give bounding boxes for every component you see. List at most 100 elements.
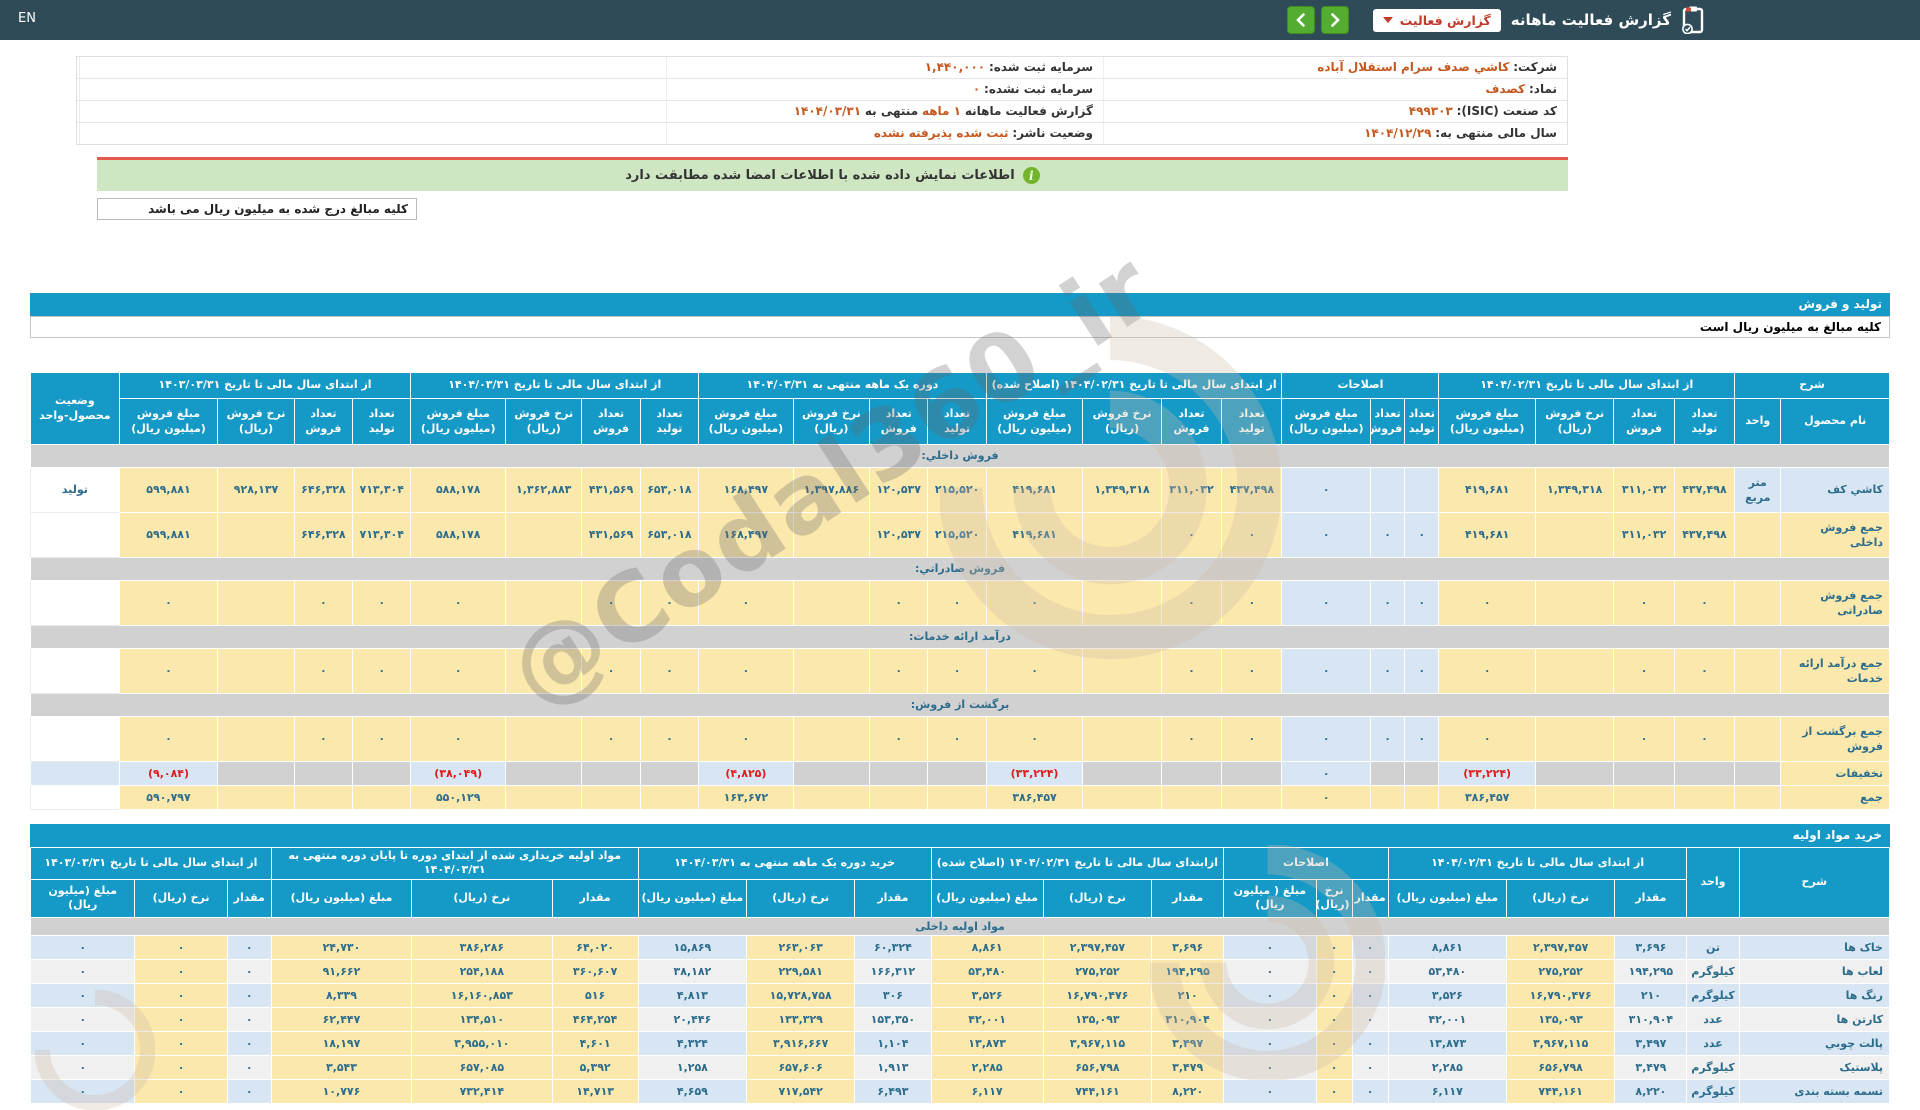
period-group-header: از ابتدای سال مالی تا تاریخ ۱۴۰۴/۰۲/۳۱ (… (985, 372, 1283, 399)
sub-column-header: مبلغ فروش (میلیون ریال) (118, 398, 219, 445)
value-cell: ۰ (226, 982, 272, 1008)
value-cell: ۷۱۳,۳۰۴ (352, 467, 412, 513)
value-cell: ۰ (1281, 512, 1371, 558)
value-cell: ۰ (639, 580, 700, 626)
value-cell (293, 785, 354, 810)
value-cell: ۰ (29, 982, 136, 1008)
value-cell: ۰ (29, 1030, 136, 1056)
value-cell: ۲,۳۹۷,۴۵۷ (1042, 934, 1153, 960)
value-cell: ۳۱۰,۹۰۴ (1614, 1006, 1688, 1032)
value-cell: ۰ (1221, 580, 1283, 626)
value-cell (1082, 716, 1162, 762)
value-cell: ۰ (1351, 1006, 1389, 1032)
unit-cell (1734, 761, 1782, 786)
value-cell: ۳۸۶,۴۵۷ (985, 785, 1084, 810)
row-label: کارتن ها (1738, 1006, 1891, 1032)
value-cell: ۳,۴۷۹ (1614, 1054, 1688, 1080)
value-cell: ۲۷۵,۲۵۲ (1042, 958, 1153, 984)
value-cell: ۰ (1281, 785, 1371, 810)
value-cell: ۱۴,۷۱۳ (551, 1078, 639, 1104)
row-label: خاک ها (1738, 934, 1891, 960)
unit-cell: کیلوگرم (1686, 1078, 1740, 1104)
value-cell: ۰ (1223, 1030, 1317, 1056)
value-cell: ۰ (1281, 467, 1371, 513)
value-cell: ۰ (1223, 934, 1317, 960)
value-cell: ۰ (226, 1054, 272, 1080)
value-cell: ۱۳۴,۵۱۰ (411, 1006, 553, 1032)
period-group-header: مواد اولیه خریداری شده از ابتدای دوره تا… (270, 847, 639, 880)
value-cell: ۰ (134, 1006, 228, 1032)
status-cell (30, 580, 120, 626)
sub-column-header: تعداد فروش (1613, 398, 1675, 445)
value-cell: ۱۶۸,۴۹۷ (698, 512, 794, 558)
value-cell: ۱۳۵,۰۹۳ (1042, 1006, 1153, 1032)
value-cell: ۰ (1315, 1054, 1353, 1080)
previous-report-button[interactable] (1286, 6, 1315, 34)
value-cell (1369, 761, 1406, 786)
value-cell (1534, 761, 1615, 786)
value-cell: ۰ (1613, 648, 1675, 694)
materials-section: خرید مواد اولیه شرح واحد از ابتدای سال مال… (29, 824, 1891, 1104)
value-cell: ۰ (1404, 580, 1440, 626)
value-cell: ۴۱۹,۶۸۱ (1438, 512, 1536, 558)
info-cell: وضعیت ناشر: ثبت شده پذیرفته نشده (666, 123, 1103, 144)
table-row: درآمد ارائه خدمات: (30, 625, 1890, 649)
value-cell: ۰ (869, 580, 929, 626)
next-report-button[interactable] (1320, 6, 1349, 34)
value-cell: ۰ (1281, 580, 1371, 626)
value-cell (1534, 580, 1615, 626)
unit-cell: متر مربع (1734, 467, 1782, 513)
sub-column-header: مبلغ فروش (میلیون ریال) (410, 398, 506, 445)
value-cell: ۴,۸۱۳ (637, 982, 748, 1008)
value-cell: ۶۵۳,۰۱۸ (639, 512, 700, 558)
value-cell: ۰ (985, 648, 1084, 694)
value-cell: ۴۱۹,۶۸۱ (1438, 467, 1536, 513)
period-group-header: از ابتدای سال مالی تا تاریخ ۱۴۰۴/۰۲/۳۱ (1438, 372, 1736, 399)
language-toggle[interactable]: EN (18, 11, 36, 26)
sub-column-header: مبلغ فروش (میلیون ریال) (1281, 398, 1371, 445)
value-cell (1673, 761, 1736, 786)
value-cell (1404, 761, 1440, 786)
value-cell (1369, 467, 1406, 513)
info-cell (79, 123, 666, 144)
value-cell: ۰ (1369, 580, 1406, 626)
period-group-header: ازابتدای سال مالی تا تاریخ ۱۴۰۴/۰۲/۳۱ (ا… (930, 847, 1225, 880)
value-cell: ۰ (1315, 934, 1353, 960)
section-label: فروش صادراتي: (30, 557, 1890, 581)
value-cell: ۱,۳۴۹,۳۱۸ (1534, 467, 1615, 513)
value-cell: ۵۹۰,۷۹۷ (118, 785, 219, 810)
value-cell: ۳۶۰,۶۰۷ (551, 958, 639, 984)
top-bar: گزارش فعالیت ماهانه گزارش فعالیت EN (0, 0, 1920, 40)
info-label: گزارش فعالیت ماهانه (964, 104, 1093, 118)
value-cell: ۶۴,۰۲۰ (551, 934, 639, 960)
value-cell: ۰ (1221, 648, 1283, 694)
report-type-select[interactable]: گزارش فعالیت (1372, 8, 1501, 32)
table-row: جمع برگشت از فروش ۰ ۰ ۰ ۰ ۰ ۰ ۰ ۰ ۰ ۰ ۰ ۰ ۰ ۰ ۰ ۰ ۰ ۰ (30, 716, 1890, 762)
value-cell (1082, 761, 1162, 786)
table-row: خاک ها تن ۳,۶۹۶ ۲,۳۹۷,۴۵۷ ۸,۸۶۱ ۰ ۰ ۰ ۳,۶۹۶ ۲,۳۹۷… (29, 934, 1891, 960)
desc-group-header: شرح (1734, 372, 1890, 399)
sales-section: تولید و فروش کلیه مبالغ به میلیون ریال ا… (30, 293, 1890, 810)
info-cell (79, 79, 666, 100)
value-cell: ۶۰,۳۲۴ (854, 934, 932, 960)
info-cell: سرمایه ثبت نشده: ۰ (666, 79, 1103, 100)
value-cell (1613, 761, 1675, 786)
value-cell: ۰ (1281, 648, 1371, 694)
value-cell: ۰ (581, 580, 641, 626)
value-cell (927, 761, 987, 786)
sub-column-header: مبلغ (میلیون ریال) (270, 878, 413, 918)
value-cell (1221, 785, 1283, 810)
value-cell: ۴۳۱,۵۶۹ (581, 467, 641, 513)
value-cell: ۰ (1673, 648, 1736, 694)
value-cell (792, 761, 871, 786)
value-cell (217, 761, 295, 786)
row-label: تسمه بسته بندی (1738, 1078, 1891, 1104)
value-cell: ۴۳۱,۵۶۹ (581, 512, 641, 558)
info-value: ثبت شده پذیرفته نشده (873, 126, 1009, 140)
sales-section-subtitle: کلیه مبالغ به میلیون ریال است (30, 316, 1890, 338)
value-cell: ۰ (698, 648, 794, 694)
value-cell: ۰ (1315, 958, 1353, 984)
value-cell: ۰ (1613, 716, 1675, 762)
value-cell: ۱۶,۷۹۰,۴۷۶ (1506, 982, 1616, 1008)
value-cell (1369, 785, 1406, 810)
